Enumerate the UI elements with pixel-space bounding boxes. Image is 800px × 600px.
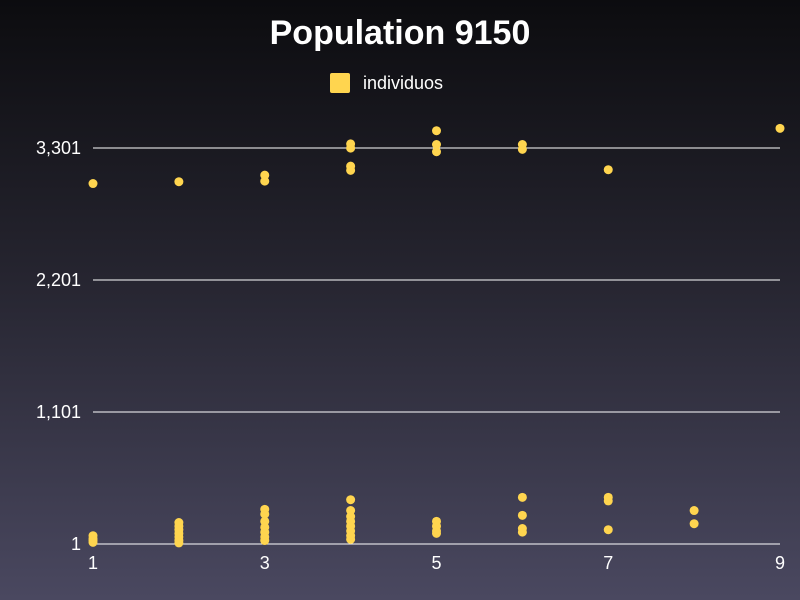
legend: individuos bbox=[330, 72, 443, 94]
grid-layer bbox=[93, 147, 780, 545]
data-point bbox=[432, 147, 441, 157]
x-tick-label: 1 bbox=[88, 553, 98, 573]
tick-layer: 1 1,101 2,201 3,301 1 3 5 7 9 bbox=[36, 138, 785, 573]
data-point bbox=[260, 509, 270, 519]
data-point bbox=[603, 525, 613, 535]
y-tick-label: 3,301 bbox=[36, 138, 81, 158]
data-point bbox=[517, 144, 527, 154]
data-point bbox=[775, 123, 785, 133]
data-point bbox=[517, 492, 527, 502]
data-point bbox=[346, 165, 356, 175]
data-point bbox=[603, 496, 613, 506]
data-point bbox=[432, 126, 441, 136]
point-layer bbox=[88, 123, 785, 548]
legend-label: individuos bbox=[363, 72, 444, 93]
data-point bbox=[174, 538, 184, 548]
data-point bbox=[174, 177, 184, 187]
data-point bbox=[88, 179, 98, 189]
data-point bbox=[517, 527, 527, 537]
y-tick-label: 1,101 bbox=[36, 402, 81, 422]
data-point bbox=[346, 534, 356, 544]
y-tick-label: 2,201 bbox=[36, 270, 81, 290]
data-point bbox=[432, 528, 441, 538]
data-point bbox=[603, 165, 613, 175]
data-point bbox=[689, 506, 699, 516]
data-point bbox=[88, 537, 98, 547]
chart-title: Population 9150 bbox=[269, 14, 531, 52]
data-point bbox=[689, 519, 699, 529]
x-tick-label: 3 bbox=[260, 553, 270, 573]
y-tick-label: 1 bbox=[71, 534, 81, 554]
data-point bbox=[346, 495, 356, 505]
data-point bbox=[346, 143, 356, 153]
data-point bbox=[517, 510, 527, 520]
data-point bbox=[432, 140, 441, 150]
x-tick-label: 7 bbox=[603, 553, 613, 573]
x-tick-label: 5 bbox=[431, 553, 441, 573]
legend-swatch bbox=[330, 73, 350, 93]
data-point bbox=[260, 536, 270, 546]
x-tick-label: 9 bbox=[775, 553, 785, 573]
data-point bbox=[260, 176, 270, 186]
